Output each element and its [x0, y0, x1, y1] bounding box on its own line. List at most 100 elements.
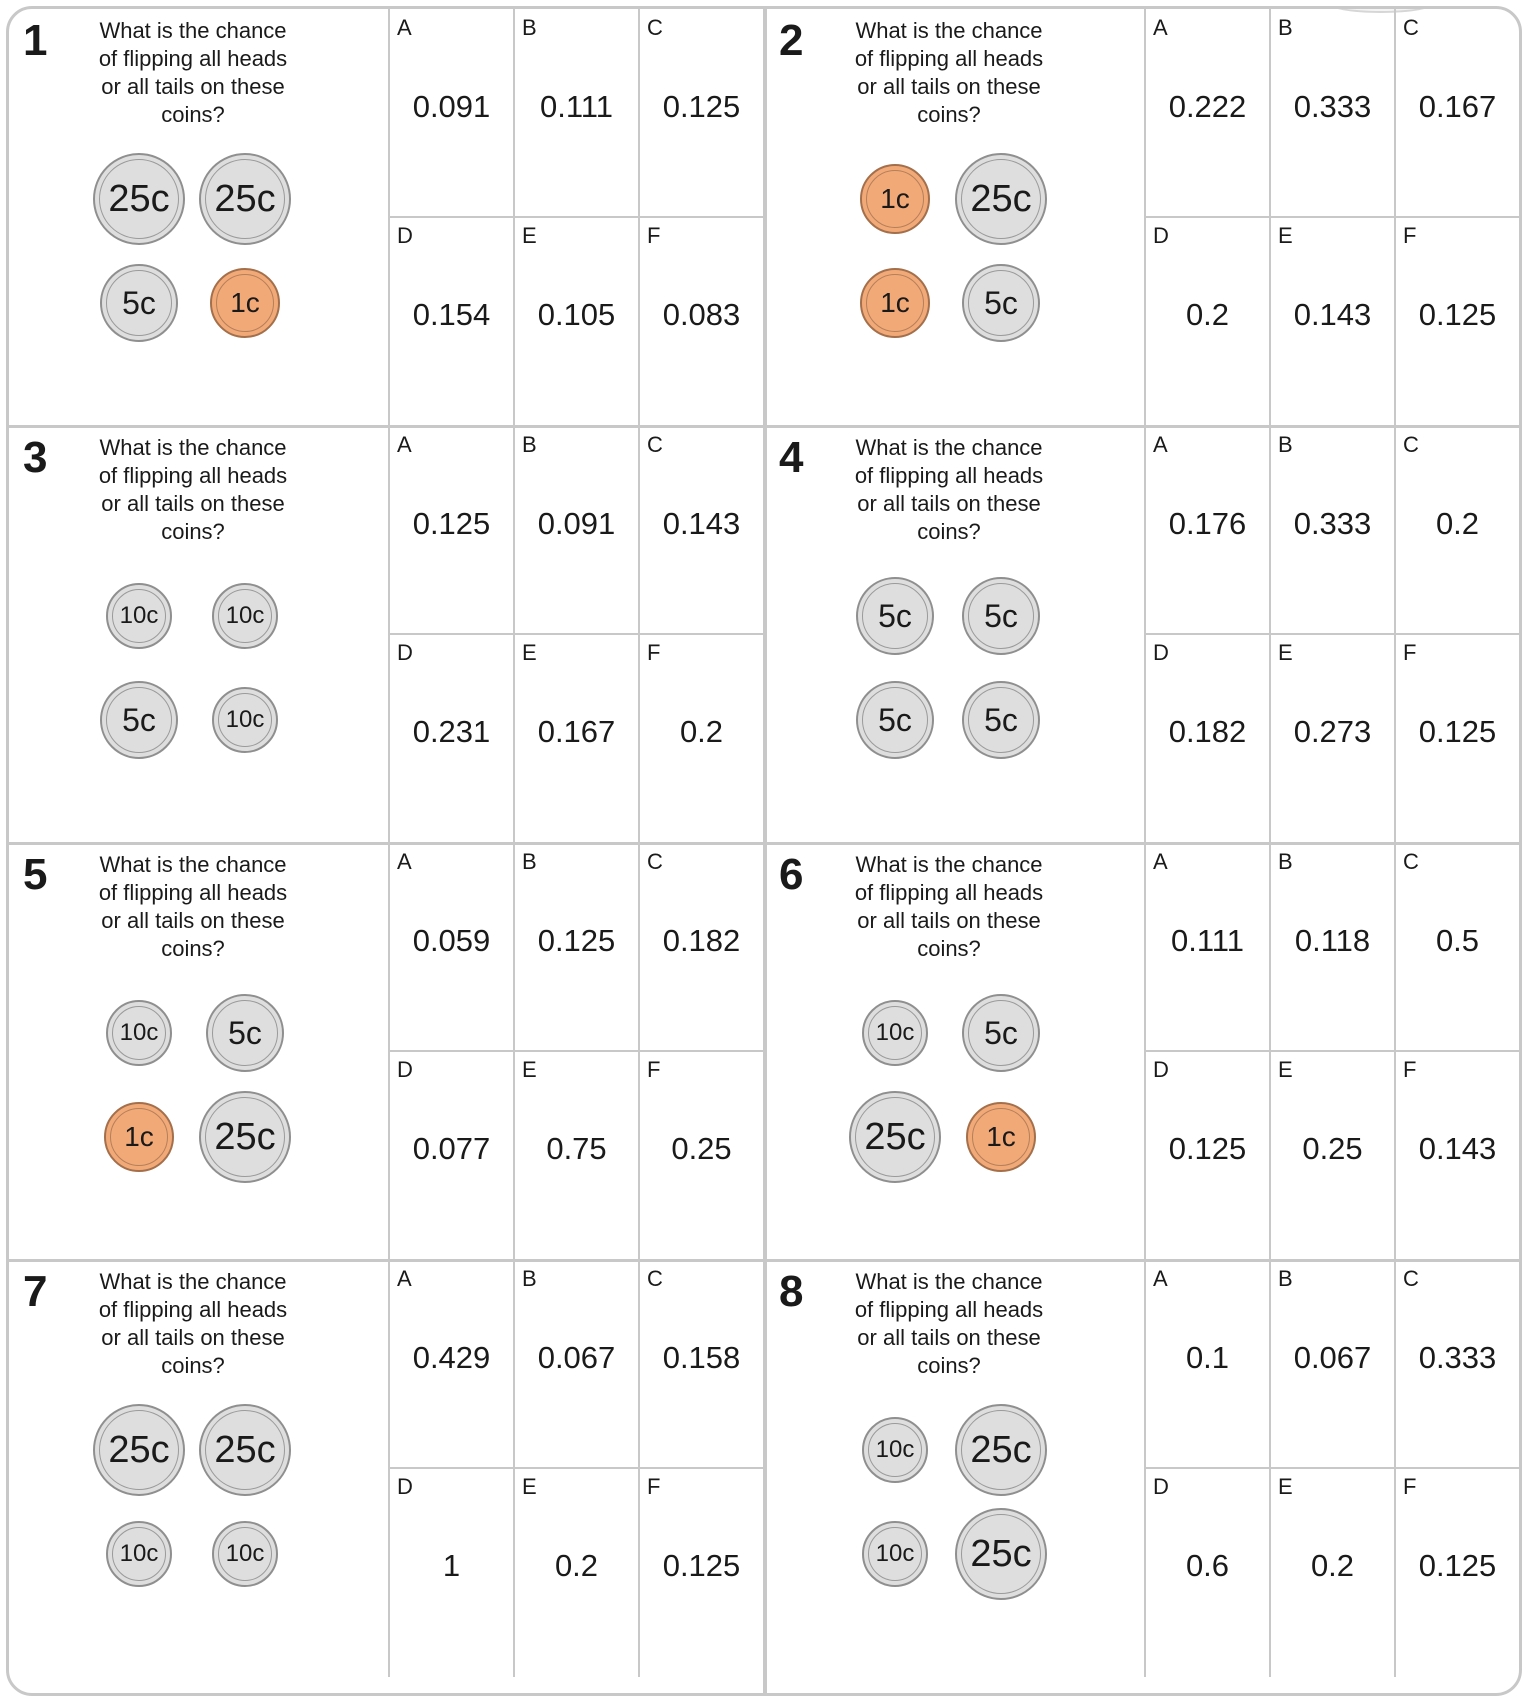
- choice-letter: C: [1403, 15, 1419, 40]
- choice-letter: C: [647, 1266, 663, 1291]
- answer-choice-a[interactable]: A 0.125: [389, 426, 514, 634]
- answer-choice-d[interactable]: D 0.231: [389, 634, 514, 842]
- answer-choice-c[interactable]: C 0.5: [1395, 843, 1519, 1051]
- answer-choice-b[interactable]: B 0.125: [514, 843, 639, 1051]
- grid-divider: [389, 1467, 765, 1469]
- row-divider: [9, 1259, 1519, 1262]
- choice-letter: B: [522, 1266, 537, 1291]
- problem-number: 2: [779, 16, 804, 65]
- answer-choice-b[interactable]: B 0.067: [1270, 1260, 1395, 1468]
- choice-value: 0.111: [1171, 923, 1244, 958]
- answer-choice-e[interactable]: E 0.25: [1270, 1051, 1395, 1259]
- answer-choice-b[interactable]: B 0.111: [514, 9, 639, 217]
- answer-choice-f[interactable]: F 0.143: [1395, 1051, 1519, 1259]
- choice-value: 0.333: [1293, 506, 1372, 541]
- answer-choice-c[interactable]: C 0.158: [639, 1260, 764, 1468]
- answer-choice-f[interactable]: F 0.2: [639, 634, 764, 842]
- answer-choice-a[interactable]: A 0.222: [1145, 9, 1270, 217]
- choice-value: 0.118: [1294, 923, 1371, 958]
- choice-value: 0.167: [537, 714, 616, 749]
- problem-1: 1 What is the chance of flipping all head…: [9, 9, 765, 426]
- answer-choice-d[interactable]: D 0.154: [389, 217, 514, 425]
- answer-choice-b[interactable]: B 0.091: [514, 426, 639, 634]
- question-text: What is the chance of flipping all heads…: [854, 852, 1044, 961]
- answer-choice-a[interactable]: A 0.176: [1145, 426, 1270, 634]
- coin-icon: 25c: [199, 1404, 291, 1496]
- answer-choice-a[interactable]: A 0.111: [1145, 843, 1270, 1051]
- answer-choice-c[interactable]: C 0.143: [639, 426, 764, 634]
- choice-value: 0.083: [662, 297, 741, 332]
- coin-label: 5c: [984, 597, 1018, 634]
- coin-label: 5c: [228, 1014, 262, 1051]
- answer-choice-f[interactable]: F 0.25: [639, 1051, 764, 1259]
- answer-choice-b[interactable]: B 0.333: [1270, 426, 1395, 634]
- answer-choice-e[interactable]: E 0.143: [1270, 217, 1395, 425]
- choice-value: 0.077: [412, 1131, 491, 1166]
- choice-letter: D: [397, 640, 413, 665]
- column-divider: [763, 9, 767, 1693]
- coin-icon: 10c: [212, 687, 278, 753]
- question-text: What is the chance of flipping all heads…: [98, 1269, 288, 1378]
- choice-letter: F: [647, 223, 661, 248]
- coin-label: 10c: [225, 1540, 265, 1567]
- answer-choice-b[interactable]: B 0.333: [1270, 9, 1395, 217]
- row-divider: [9, 842, 1519, 845]
- coin-label: 5c: [984, 284, 1018, 321]
- choice-value: 0.75: [546, 1131, 607, 1166]
- coin-icon: 1c: [860, 164, 930, 234]
- answer-choice-d[interactable]: D 0.125: [1145, 1051, 1270, 1259]
- answer-choice-a[interactable]: A 0.1: [1145, 1260, 1270, 1468]
- question-cell: 4 What is the chance of flipping all head…: [765, 426, 1145, 843]
- coin-label: 5c: [878, 701, 912, 738]
- answer-choice-f[interactable]: F 0.125: [1395, 1468, 1519, 1676]
- answer-choice-c[interactable]: C 0.125: [639, 9, 764, 217]
- answer-choice-a[interactable]: A 0.059: [389, 843, 514, 1051]
- coin-label: 25c: [214, 1428, 276, 1471]
- coin-icon: 10c: [212, 583, 278, 649]
- answer-choice-d[interactable]: D 0.182: [1145, 634, 1270, 842]
- problem-number: 6: [779, 850, 804, 899]
- answer-choice-c[interactable]: C 0.333: [1395, 1260, 1519, 1468]
- answer-choice-d[interactable]: D 0.077: [389, 1051, 514, 1259]
- answer-choice-f[interactable]: F 0.125: [1395, 217, 1519, 425]
- question-cell: 8 What is the chance of flipping all head…: [765, 1260, 1145, 1677]
- answer-choice-e[interactable]: E 0.75: [514, 1051, 639, 1259]
- choice-letter: B: [1278, 432, 1293, 457]
- coin-icon: 5c: [100, 264, 178, 342]
- answer-choice-c[interactable]: C 0.182: [639, 843, 764, 1051]
- answer-choice-f[interactable]: F 0.083: [639, 217, 764, 425]
- coin-label: 10c: [119, 602, 159, 629]
- answer-choice-f[interactable]: F 0.125: [639, 1468, 764, 1676]
- answer-choice-c[interactable]: C 0.2: [1395, 426, 1519, 634]
- choice-letter: F: [647, 1057, 661, 1082]
- answer-choice-b[interactable]: B 0.067: [514, 1260, 639, 1468]
- answer-choice-e[interactable]: E 0.167: [514, 634, 639, 842]
- answer-choice-c[interactable]: C 0.167: [1395, 9, 1519, 217]
- choice-value: 0.158: [662, 1340, 741, 1375]
- coin-icon: 25c: [955, 1404, 1047, 1496]
- choice-letter: D: [1153, 1057, 1169, 1082]
- answer-choice-d[interactable]: D 0.6: [1145, 1468, 1270, 1676]
- coin-label: 5c: [122, 701, 156, 738]
- choice-letter: C: [647, 432, 663, 457]
- choice-letter: E: [1278, 640, 1293, 665]
- answer-choice-d[interactable]: D 0.2: [1145, 217, 1270, 425]
- answer-choice-e[interactable]: E 0.273: [1270, 634, 1395, 842]
- choice-value: 0.333: [1293, 89, 1372, 124]
- coin-icon: 10c: [212, 1521, 278, 1587]
- coin-label: 10c: [119, 1019, 159, 1046]
- coin-icon: 5c: [856, 577, 934, 655]
- answer-choice-e[interactable]: E 0.2: [1270, 1468, 1395, 1676]
- answer-choice-a[interactable]: A 0.091: [389, 9, 514, 217]
- answer-choice-e[interactable]: E 0.2: [514, 1468, 639, 1676]
- answer-choice-a[interactable]: A 0.429: [389, 1260, 514, 1468]
- answer-choice-f[interactable]: F 0.125: [1395, 634, 1519, 842]
- choice-letter: E: [522, 1057, 537, 1082]
- coin-icon: 1c: [860, 268, 930, 338]
- question-cell: 6 What is the chance of flipping all head…: [765, 843, 1145, 1260]
- answer-choice-b[interactable]: B 0.118: [1270, 843, 1395, 1051]
- coin-label: 10c: [119, 1540, 159, 1567]
- answer-choice-e[interactable]: E 0.105: [514, 217, 639, 425]
- problem-7: 7 What is the chance of flipping all head…: [9, 1260, 765, 1677]
